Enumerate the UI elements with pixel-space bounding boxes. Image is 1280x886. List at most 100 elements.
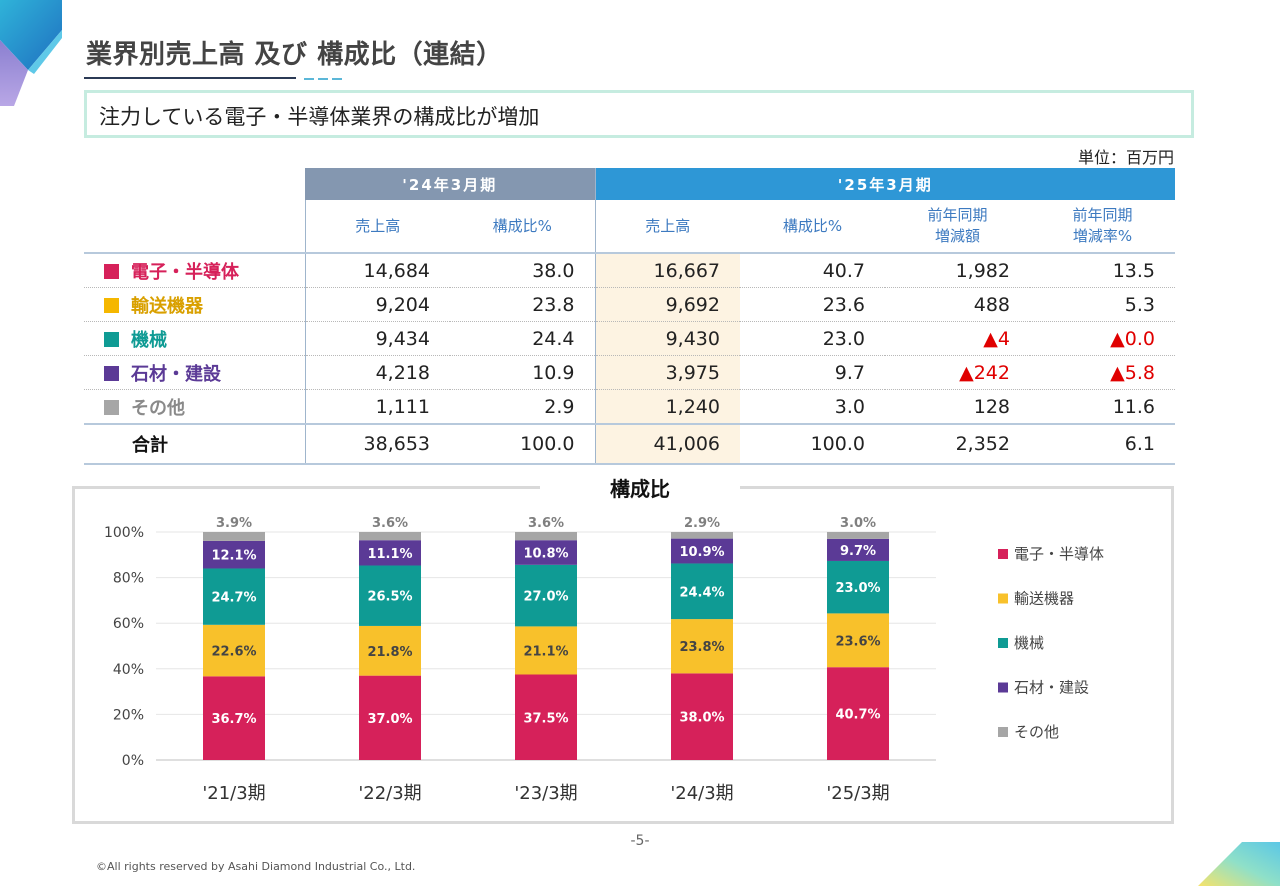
cell-diff: 1,982 [885, 253, 1030, 288]
x-tick-label: '25/3期 [826, 783, 889, 804]
stacked-bar-chart: 0% 20% 40% 60% 80% 100% 36.7% 22.6% 24.7% 12.1% 3.… [104, 516, 1104, 804]
legend-swatch [998, 593, 1008, 604]
cell-ratio-25: 9.7 [740, 355, 885, 390]
y-tick-label: 0% [122, 753, 144, 769]
cell-sales-24: 9,434 [304, 321, 450, 356]
cell-sales-25: 41,006 [594, 423, 740, 465]
copyright: ©All rights reserved by Asahi Diamond In… [96, 860, 416, 873]
legend-swatch [998, 682, 1008, 693]
cell-diff: 488 [885, 287, 1030, 322]
cell-ratio-25: 3.0 [740, 389, 885, 425]
table-row: その他 1,111 2.9 1,240 3.0 128 11.6 [84, 389, 1175, 425]
bar-segment [827, 532, 889, 539]
legend-square [104, 365, 119, 381]
data-label: 23.6% [835, 634, 880, 649]
legend-square [104, 399, 119, 415]
subheader-empty [84, 200, 305, 254]
page-number: -5- [630, 833, 650, 849]
bar-segment [203, 624, 265, 677]
bar-segment [827, 613, 889, 668]
data-label: 11.1% [367, 547, 412, 562]
x-tick-label: '24/3期 [670, 783, 733, 804]
bar-segment [359, 532, 421, 541]
y-tick-label: 40% [113, 662, 144, 678]
data-label: 3.0% [840, 516, 876, 531]
y-tick-label: 80% [113, 571, 144, 587]
cell-ratio-24: 23.8 [450, 287, 595, 322]
row-label-machinery: 機械 [84, 321, 305, 356]
col-header-rate: 前年同期 増減率% [1030, 200, 1175, 254]
row-label-total: 合計 [84, 423, 305, 465]
data-label: 3.6% [528, 516, 564, 531]
cell-diff: 2,352 [885, 423, 1030, 465]
legend-square [104, 331, 119, 347]
bar-segment [203, 532, 265, 541]
cell-sales-25: 16,667 [594, 253, 740, 288]
bar-segment [203, 540, 265, 569]
data-label: 26.5% [367, 590, 412, 605]
data-label: 23.8% [679, 640, 724, 655]
bar-segment [827, 538, 889, 561]
data-label: 3.9% [216, 516, 252, 531]
cell-ratio-25: 23.6 [740, 287, 885, 322]
subtitle-text: 注力している電子・半導体業界の構成比が増加 [99, 105, 540, 129]
legend-swatch [998, 549, 1008, 559]
cell-rate: 5.3 [1030, 287, 1175, 322]
legend-swatch [998, 727, 1008, 737]
y-tick-label: 60% [113, 616, 144, 632]
bar-segment [359, 565, 421, 626]
col-header-ratio-25: 構成比% [740, 200, 885, 254]
bar-segment [671, 532, 733, 539]
cell-ratio-24: 24.4 [450, 321, 595, 356]
cell-rate: ▲0.0 [1030, 321, 1175, 356]
cell-rate: 6.1 [1030, 423, 1175, 465]
cell-sales-25: 9,430 [594, 321, 740, 356]
period-header-25: '25年3月期 [594, 168, 1175, 200]
data-label: 10.8% [523, 547, 568, 562]
bar-segment [671, 619, 733, 674]
data-label: 27.0% [523, 590, 568, 605]
cell-sales-24: 1,111 [304, 389, 450, 425]
logo-corner-bottom-right [1198, 842, 1280, 886]
cell-sales-24: 14,684 [304, 253, 450, 288]
bar-segment [827, 560, 889, 614]
x-tick-label: '23/3期 [514, 783, 577, 804]
table-row: 電子・半導体 14,684 38.0 16,667 40.7 1,982 13.… [84, 253, 1175, 288]
cell-ratio-24: 100.0 [450, 423, 595, 465]
cell-sales-25: 9,692 [594, 287, 740, 322]
cell-diff: 128 [885, 389, 1030, 425]
data-label: 23.0% [835, 581, 880, 596]
bar-segment [203, 676, 265, 760]
title-dash-3 [332, 78, 342, 80]
cell-ratio-25: 40.7 [740, 253, 885, 288]
bar-segment [515, 540, 577, 565]
cell-sales-24: 9,204 [304, 287, 450, 322]
data-label: 9.7% [840, 544, 876, 559]
chart-title: 構成比 [540, 473, 740, 502]
data-label: 38.0% [679, 711, 724, 726]
cell-ratio-24: 10.9 [450, 355, 595, 390]
bar-segment [515, 532, 577, 541]
legend-label: 輸送機器 [1014, 590, 1074, 608]
period-header-24: '24年3月期 [305, 168, 595, 200]
data-label: 21.8% [367, 645, 412, 660]
x-tick-label: '21/3期 [202, 783, 265, 804]
row-label-electronics: 電子・半導体 [84, 253, 305, 288]
row-label-other: その他 [84, 389, 305, 425]
cell-ratio-25: 100.0 [740, 423, 885, 465]
bar-segment [827, 667, 889, 760]
col-header-diff: 前年同期 増減額 [885, 200, 1030, 254]
row-label-transport: 輸送機器 [84, 287, 305, 322]
x-tick-label: '22/3期 [358, 783, 421, 804]
legend-label: 電子・半導体 [1014, 545, 1104, 563]
unit-label: 単位：百万円 [1077, 148, 1174, 167]
bar-segment [359, 540, 421, 566]
table-row-total: 合計 38,653 100.0 41,006 100.0 2,352 6.1 [84, 423, 1175, 465]
data-label: 24.7% [211, 591, 256, 606]
cell-sales-24: 4,218 [304, 355, 450, 390]
data-label: 12.1% [211, 549, 256, 564]
y-tick-label: 100% [104, 525, 144, 541]
bar-segment [203, 568, 265, 625]
sales-table: '24年3月期 '25年3月期 売上高 構成比% 売上高 構成比% 前年同期 増減… [84, 168, 1175, 465]
data-label: 3.6% [372, 516, 408, 531]
